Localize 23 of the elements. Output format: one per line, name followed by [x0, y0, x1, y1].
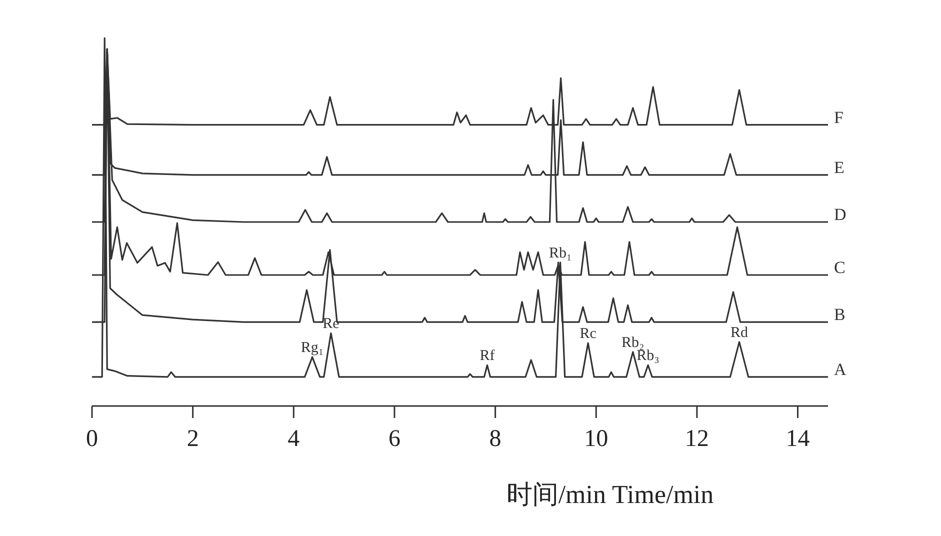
annotation: Rb₂: [622, 334, 644, 351]
x-tick-label: 4: [288, 426, 300, 452]
annotation: Rc: [580, 326, 597, 342]
x-axis-title: 时间/min Time/min: [506, 480, 714, 509]
x-tick-label: 8: [489, 426, 502, 452]
annotation: Rg₁: [300, 340, 324, 356]
x-tick-label: 10: [584, 426, 608, 452]
annotation: Re: [322, 316, 340, 332]
series-label: A: [834, 360, 847, 379]
x-tick-label: 0: [86, 426, 98, 452]
series-label: C: [834, 258, 846, 277]
series-label: E: [834, 158, 844, 177]
series-label: F: [834, 108, 844, 127]
annotation: Rf: [480, 348, 495, 364]
x-tick-label: 6: [388, 426, 400, 452]
series-label: B: [834, 305, 846, 324]
x-tick-label: 14: [786, 426, 810, 452]
series-label: D: [834, 205, 846, 224]
x-tick-label: 12: [684, 426, 709, 452]
annotation: Rb₃: [636, 348, 660, 364]
annotation: Rb₁: [548, 245, 572, 262]
annotation: Rd: [730, 324, 749, 341]
x-tick-label: 2: [186, 426, 199, 452]
